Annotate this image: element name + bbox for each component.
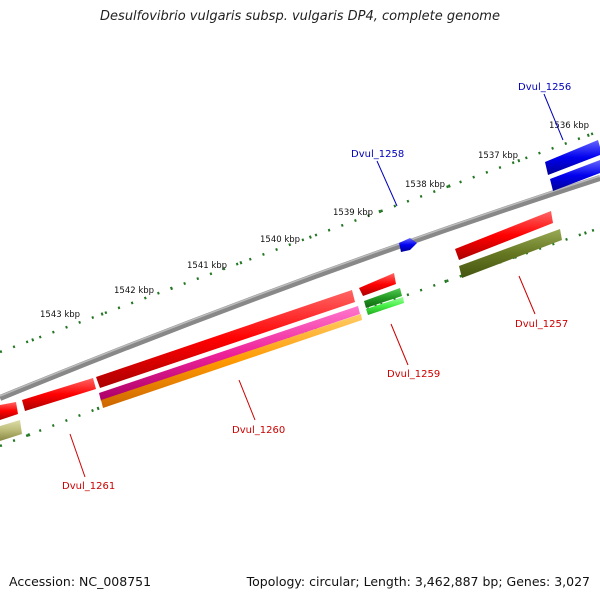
kbp-labels: 1536 kbp 1537 kbp 1538 kbp 1539 kbp 1540… bbox=[40, 121, 589, 320]
gene-label[interactable]: Dvul_1256 bbox=[518, 82, 571, 93]
kbp-label: 1540 kbp bbox=[260, 235, 300, 245]
gene-dvul-1256[interactable] bbox=[545, 140, 600, 191]
kbp-label: 1536 kbp bbox=[549, 121, 589, 131]
genome-backbone bbox=[0, 175, 600, 401]
gene-label[interactable]: Dvul_1257 bbox=[515, 319, 568, 330]
kbp-label: 1539 kbp bbox=[333, 208, 373, 218]
topology-summary-text: Topology: circular; Length: 3,462,887 bp… bbox=[246, 574, 590, 589]
kbp-label: 1538 kbp bbox=[405, 180, 445, 190]
kbp-label: 1542 kbp bbox=[114, 286, 154, 296]
gene-label-leaders bbox=[69, 93, 564, 478]
kbp-label: 1543 kbp bbox=[40, 310, 80, 320]
gene-labels: Dvul_1256 Dvul_1258 Dvul_1257 Dvul_1259 … bbox=[62, 82, 571, 492]
gene-label[interactable]: Dvul_1260 bbox=[232, 425, 285, 436]
kbp-label: 1537 kbp bbox=[478, 151, 518, 161]
gene-label[interactable]: Dvul_1258 bbox=[351, 149, 404, 160]
gene-dvul-1259[interactable] bbox=[359, 273, 404, 315]
map-title: Desulfovibrio vulgaris subsp. vulgaris D… bbox=[100, 9, 500, 24]
forward-tick-ring bbox=[0, 129, 600, 354]
kbp-label: 1541 kbp bbox=[187, 261, 227, 271]
gene-dvul-1257[interactable] bbox=[455, 211, 562, 278]
gene-label[interactable]: Dvul_1259 bbox=[387, 369, 440, 380]
gene-label[interactable]: Dvul_1261 bbox=[62, 481, 115, 492]
gene-dvul-1261[interactable] bbox=[0, 378, 96, 441]
gene-dvul-1258[interactable] bbox=[399, 238, 417, 252]
accession-text: Accession: NC_008751 bbox=[9, 574, 152, 589]
gene-dvul-1260[interactable] bbox=[96, 290, 362, 408]
